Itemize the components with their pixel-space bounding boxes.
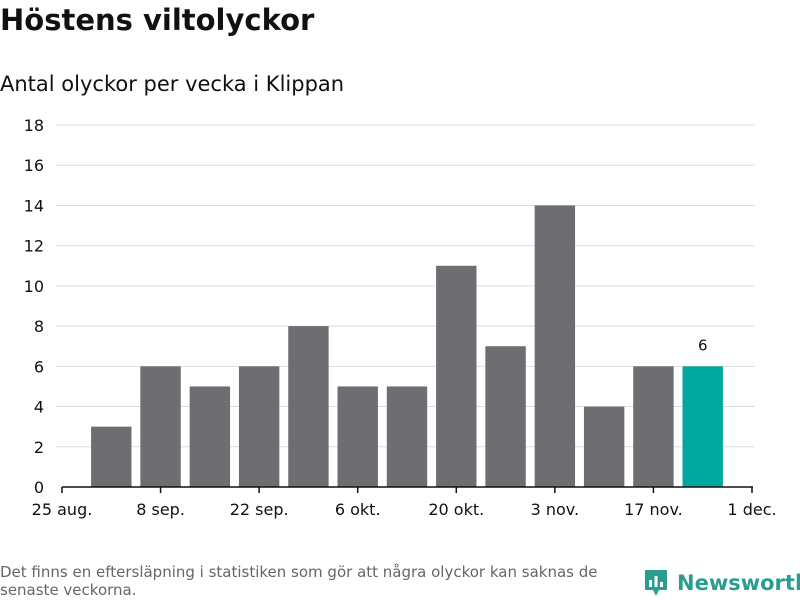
y-tick-label: 8 <box>34 317 44 336</box>
x-tick-label: 6 okt. <box>335 500 381 519</box>
bar-v42 <box>436 265 477 487</box>
bar-chart: 0 2 4 6 8 10 12 14 16 18 25 aug. 8 sep. 22 sep. 6 ok… <box>24 116 777 519</box>
bar-v47 <box>682 366 723 487</box>
x-tick-labels: 25 aug. 8 sep. 22 sep. 6 okt. 20 okt. 3 nov. 1… <box>32 500 777 519</box>
bar-v38 <box>238 366 280 487</box>
y-tick-label: 16 <box>24 156 44 175</box>
y-tick-label: 6 <box>34 357 44 376</box>
y-tick-label: 0 <box>34 478 44 497</box>
bar-chart-icon <box>645 570 667 596</box>
x-tick-label: 17 nov. <box>624 500 683 519</box>
bars <box>91 205 723 487</box>
chart-title: Höstens viltolyckor <box>0 3 315 37</box>
footnote: Det finns en eftersläpning i statistiken… <box>0 563 598 599</box>
x-tick-label: 3 nov. <box>531 500 580 519</box>
y-tick-label: 2 <box>34 438 44 457</box>
x-tick-label: 22 sep. <box>230 500 289 519</box>
y-tick-label: 4 <box>34 398 44 417</box>
bar-value-label: 6 <box>698 336 708 354</box>
brand-name: Newsworthy <box>677 571 800 595</box>
x-tick-label: 1 dec. <box>727 500 776 519</box>
bar-value-labels: 6 <box>698 336 708 354</box>
bar-v37 <box>189 386 231 487</box>
bar-v35 <box>91 426 132 487</box>
chart-subtitle: Antal olyckor per vecka i Klippan <box>0 72 345 96</box>
newsworthy-logo[interactable]: Newsworthy <box>643 568 800 598</box>
bar-v44 <box>534 205 576 487</box>
y-tick-label: 14 <box>24 196 44 215</box>
bar-v43 <box>485 346 526 487</box>
bar-v45 <box>583 406 625 487</box>
y-tick-label: 18 <box>24 116 44 135</box>
bar-v40 <box>337 386 378 487</box>
bar-v41 <box>386 386 428 487</box>
y-tick-label: 10 <box>24 277 44 296</box>
y-axis: 0 2 4 6 8 10 12 14 16 18 <box>24 116 44 497</box>
bar-v39 <box>288 326 329 487</box>
x-axis <box>61 486 753 493</box>
x-tick-label: 25 aug. <box>32 500 93 519</box>
x-tick-label: 20 okt. <box>428 500 484 519</box>
bar-v36 <box>140 366 181 487</box>
y-tick-label: 12 <box>24 237 44 256</box>
bar-v46 <box>633 366 674 487</box>
x-tick-label: 8 sep. <box>136 500 185 519</box>
